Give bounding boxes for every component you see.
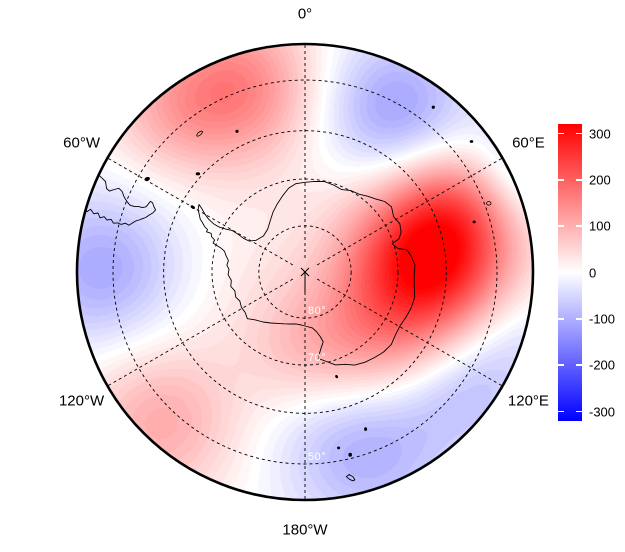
island-campbell: [337, 446, 341, 450]
colorbar-tick-label: 0: [589, 265, 597, 280]
colorbar-tick: [558, 318, 564, 320]
colorbar-tick: [558, 132, 564, 135]
map-interior: [83, 44, 503, 500]
colorbar-tick: [576, 271, 582, 274]
colorbar-tick-label: 200: [589, 172, 611, 188]
island-kerguelen: [486, 201, 492, 206]
colorbar-tick: [558, 271, 564, 274]
pole-mark-cross: [300, 267, 310, 277]
colorbar-tick-label: 300: [589, 126, 611, 141]
island-balleny: [335, 374, 339, 379]
colorbar-tick: [576, 410, 582, 413]
colorbar-tick: [576, 364, 582, 366]
island-south-georgia: [196, 130, 203, 137]
meridian-line-60: [316, 157, 503, 266]
colorbar-tick: [558, 179, 564, 181]
colorbar-tick: [576, 132, 582, 135]
colorbar-tick: [576, 225, 582, 227]
island-south-sandwich: [235, 129, 239, 133]
meridian-line-300: [107, 157, 294, 266]
colorbar-tick-label: -200: [589, 357, 616, 373]
colorbar-gradient: 300 200 100 0 -100 -200 -300: [558, 124, 615, 421]
island-heard: [472, 220, 476, 224]
island-prince-edward: [431, 105, 435, 109]
colorbar-tick: [558, 410, 564, 413]
new-zealand-coastline: [345, 474, 356, 482]
island-south-orkney: [195, 172, 201, 176]
meridian-line-120: [316, 278, 503, 387]
antarctica-coastline: [197, 180, 416, 366]
latitude-circle-60°: [163, 130, 447, 414]
colorbar-tick-label: 100: [589, 218, 611, 234]
colorbar-tick: [576, 179, 582, 181]
colorbar-tick: [576, 318, 582, 320]
island-south-shetland: [190, 205, 195, 210]
colorbar-tick: [558, 364, 564, 366]
island-auckland-islands: [348, 452, 353, 457]
south-america-coastline: [83, 172, 157, 226]
latitude-circle-50°: [112, 79, 498, 465]
colorbar: 300 200 100 0 -100 -200 -300: [558, 124, 615, 421]
meridian-line-240: [107, 278, 294, 387]
colorbar-tick: [558, 225, 564, 227]
colorbar-tick-label: -100: [589, 311, 616, 327]
island-crozet: [469, 140, 474, 143]
colorbar-tick-label: -300: [589, 404, 616, 419]
map-boundary-circle: [75, 42, 535, 502]
island-falkland: [144, 176, 150, 182]
island-macquarie: [364, 427, 368, 431]
